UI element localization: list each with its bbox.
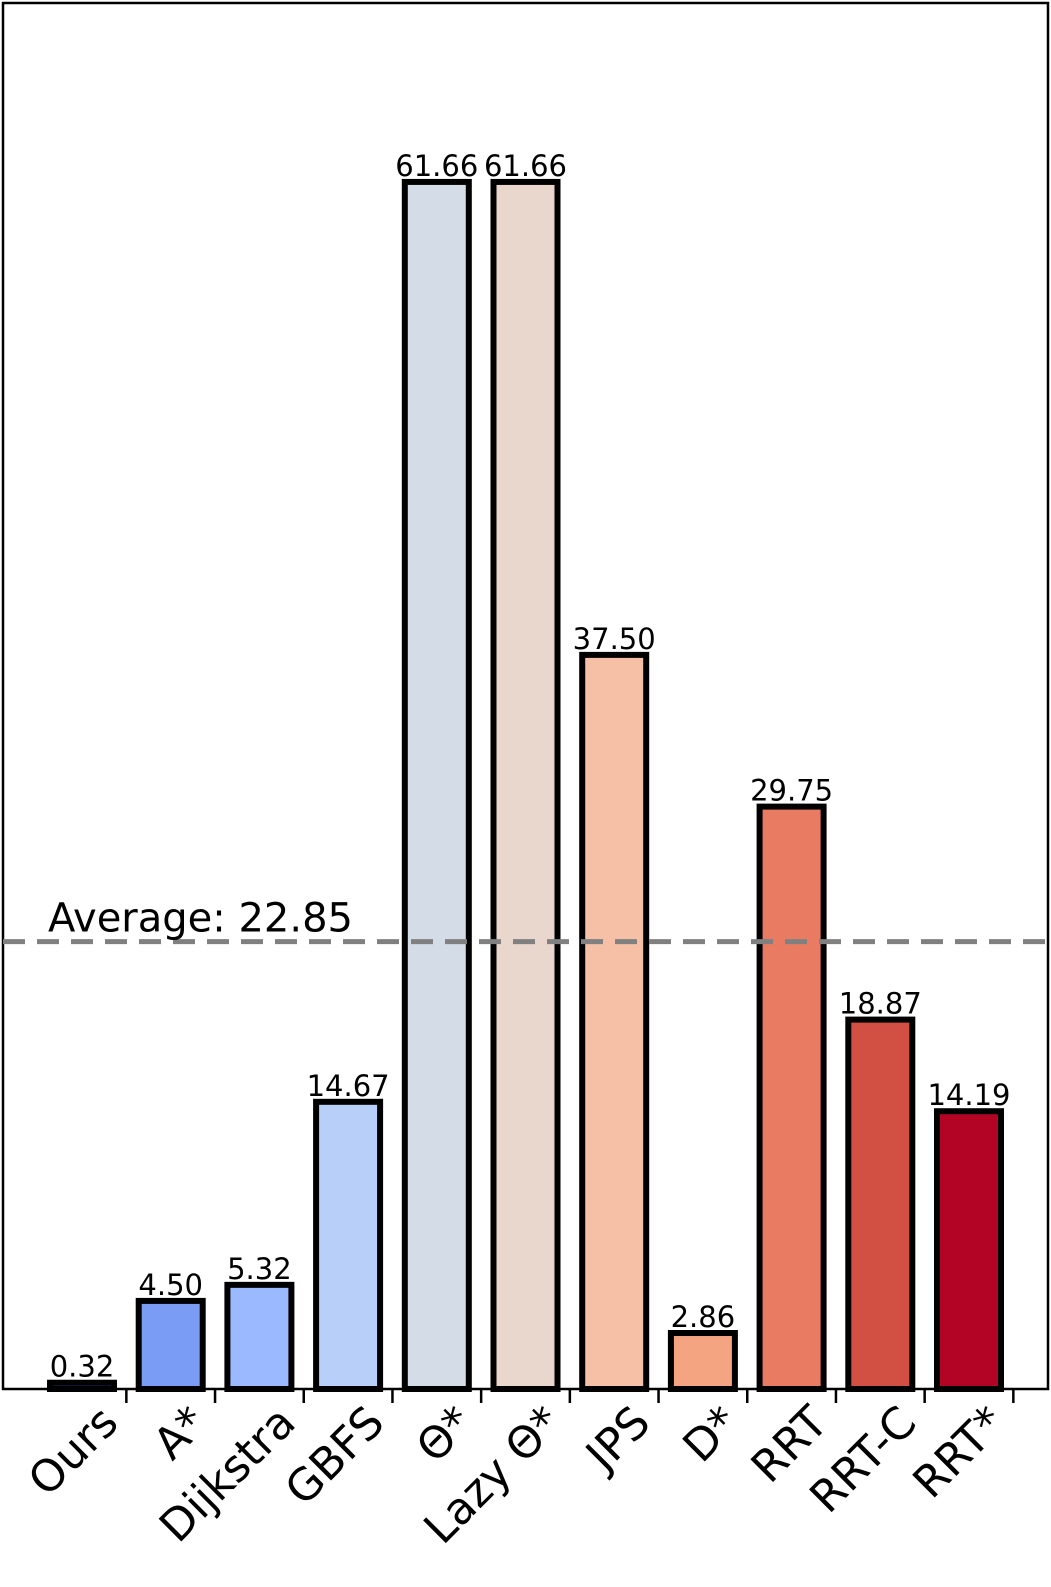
bar-value-label: 61.66: [395, 149, 478, 183]
bar-4: [401, 178, 472, 1392]
x-tick-label: A*: [144, 1397, 217, 1470]
x-tick-label: RRT*: [904, 1397, 1016, 1509]
bar-8: [756, 803, 827, 1392]
x-tick-label: GBFS: [276, 1397, 395, 1516]
bar-5: [490, 178, 561, 1392]
bar-value-label: 14.67: [307, 1069, 390, 1103]
bar-value-label: 5.32: [227, 1252, 292, 1286]
x-tick-label: JPS: [574, 1397, 660, 1483]
bar-10: [934, 1108, 1004, 1393]
bar-3: [313, 1098, 384, 1393]
bar-9: [845, 1016, 916, 1392]
bar-value-label: 14.19: [927, 1078, 1010, 1112]
bar-0: [47, 1379, 117, 1393]
bar-1: [135, 1297, 206, 1392]
bar-value-label: 37.50: [573, 622, 656, 656]
bar-value-label: 0.32: [50, 1350, 115, 1384]
bar-value-label: 4.50: [138, 1268, 203, 1302]
average-label: Average: 22.85: [48, 896, 353, 942]
bar-6: [579, 651, 650, 1392]
bar-value-label: 18.87: [839, 987, 922, 1021]
x-tick-label: D*: [673, 1397, 749, 1473]
bar-2: [224, 1281, 295, 1393]
bar-value-label: 2.86: [671, 1300, 736, 1334]
bar-value-label: 29.75: [750, 774, 833, 808]
x-tick-label: Ours: [19, 1397, 128, 1506]
bar-7: [667, 1330, 738, 1392]
bar-value-label: 61.66: [484, 149, 567, 183]
